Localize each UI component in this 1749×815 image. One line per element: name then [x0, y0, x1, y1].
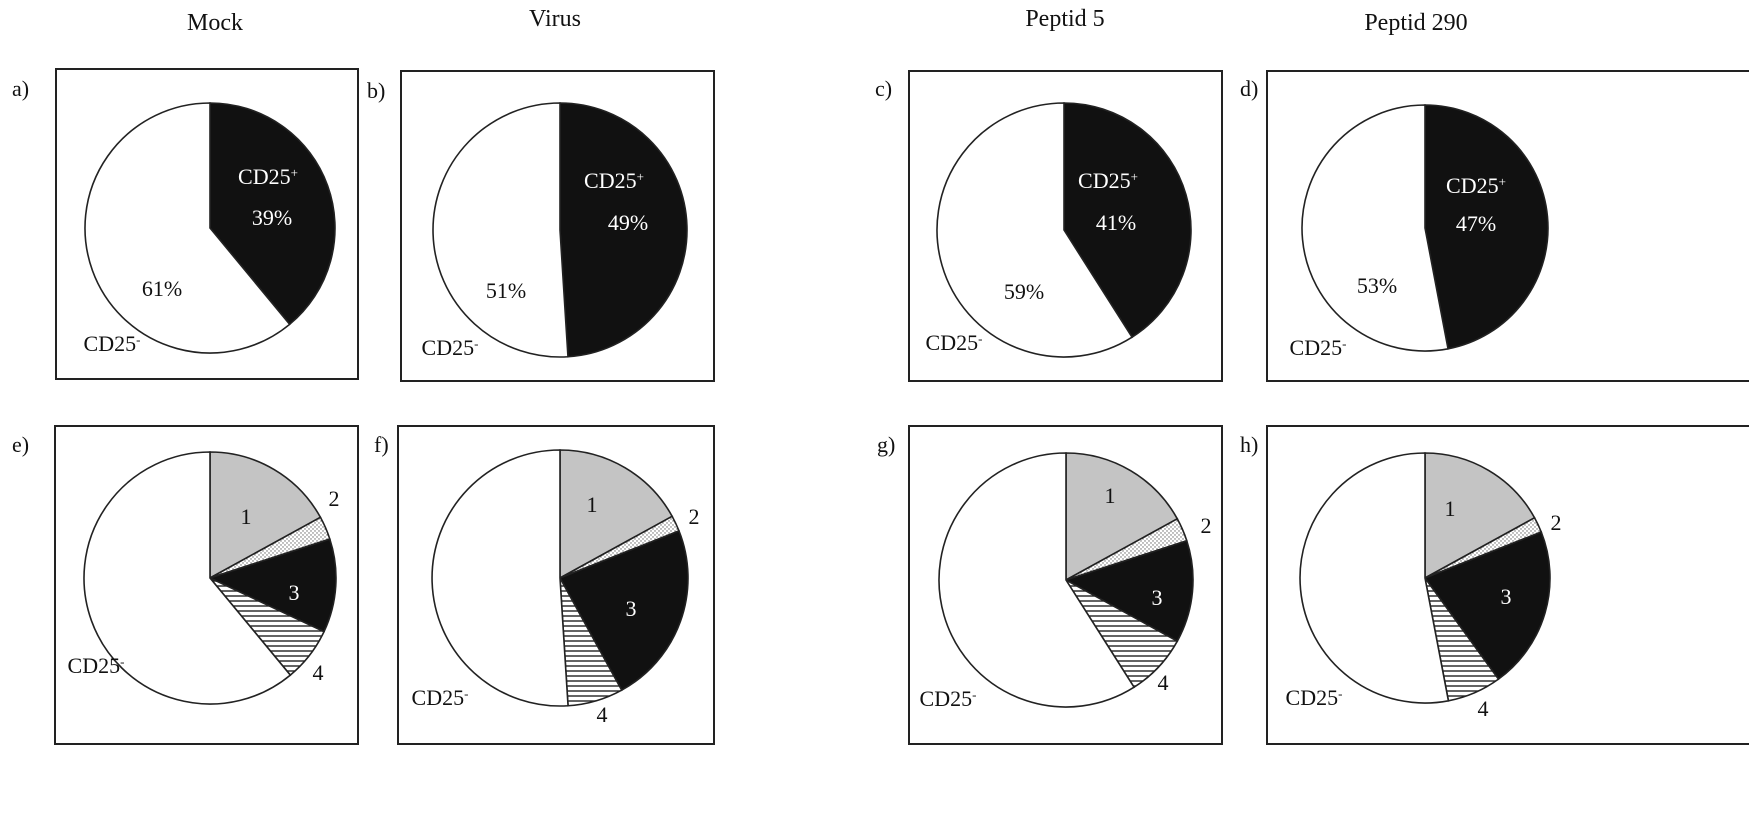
pie-g-slice-cd25minus [938, 452, 1136, 708]
panel-letter-a: a) [12, 76, 30, 101]
pie-e-label-cd25minus: CD25- [68, 653, 125, 678]
panel-letter-b: b) [367, 78, 386, 103]
pie-b-pct-cd25minus: 51% [486, 278, 526, 303]
pie-a-pct-cd25plus: 39% [252, 205, 292, 230]
pie-f-label-4: 4 [597, 702, 608, 727]
pie-f-slice-3 [558, 529, 689, 692]
pie-h-label-2: 2 [1551, 510, 1562, 535]
pie-f-label-2: 2 [689, 504, 700, 529]
pie-f-label-3: 3 [626, 596, 637, 621]
pie-b-slice-cd25plus [559, 102, 688, 358]
pie-b-slice-cd25minus [432, 102, 569, 358]
panel-letter-g: g) [877, 432, 896, 457]
pie-c-pct-cd25minus: 59% [1004, 279, 1044, 304]
column-title-virus: Virus [529, 6, 581, 32]
pie-c-slice-cd25minus [936, 102, 1134, 358]
pie-d-pct-cd25minus: 53% [1357, 273, 1397, 298]
pie-f-slice-cd25minus [431, 449, 569, 707]
pie-d-label-cd25plus: CD25+ [1446, 173, 1506, 198]
pie-a-slice-cd25minus [84, 102, 291, 354]
pie-d-slice-cd25plus [1424, 104, 1549, 350]
pie-a-pct-cd25minus: 61% [142, 276, 182, 301]
pie-h-label-cd25minus: CD25- [1286, 685, 1343, 710]
pie-e-slice-cd25minus [83, 451, 292, 705]
pie-g-label-4: 4 [1158, 670, 1169, 695]
pie-f-label-1: 1 [587, 492, 598, 517]
pie-g-slice-1 [1065, 452, 1179, 582]
pie-a-label-cd25minus: CD25- [84, 331, 141, 356]
pie-h-label-3: 3 [1501, 584, 1512, 609]
pie-e-slice-1 [209, 451, 322, 580]
pie-d-label-cd25minus: CD25- [1290, 335, 1347, 360]
pie-b-label-cd25minus: CD25- [422, 335, 479, 360]
pie-h-slice-3 [1423, 530, 1551, 681]
panel-letter-e: e) [12, 432, 30, 457]
pie-f-label-cd25minus: CD25- [412, 685, 469, 710]
column-title-mock: Mock [187, 10, 243, 36]
pie-a-slice-cd25plus [209, 102, 336, 326]
pie-c-pct-cd25plus: 41% [1096, 210, 1136, 235]
pie-e-label-2: 2 [329, 486, 340, 511]
pie-e-label-4: 4 [313, 660, 324, 685]
pie-c-label-cd25minus: CD25- [926, 330, 983, 355]
pie-g-label-3: 3 [1152, 585, 1163, 610]
pie-b-label-cd25plus: CD25+ [584, 168, 644, 193]
pie-d-pct-cd25plus: 47% [1456, 211, 1496, 236]
pie-g-slice-3 [1063, 539, 1194, 643]
panel-letter-d: d) [1240, 76, 1259, 101]
pie-g-label-1: 1 [1105, 483, 1116, 508]
column-title-peptid-290: Peptid 290 [1364, 10, 1468, 36]
pie-h-slice-1 [1424, 452, 1536, 580]
pie-e-slice-3 [207, 538, 337, 633]
panel-letter-c: c) [875, 76, 893, 101]
column-title-peptid-5: Peptid 5 [1025, 6, 1105, 32]
pie-h-label-1: 1 [1445, 496, 1456, 521]
pie-c-label-cd25plus: CD25+ [1078, 168, 1138, 193]
pie-h-slice-cd25minus [1299, 452, 1450, 704]
pie-h-label-4: 4 [1478, 696, 1489, 721]
pie-a-label-cd25plus: CD25+ [238, 164, 298, 189]
pie-f-slice-1 [559, 449, 674, 580]
panel-letter-h: h) [1240, 432, 1259, 457]
pie-d-slice-cd25minus [1301, 104, 1449, 352]
pie-g-label-2: 2 [1201, 513, 1212, 538]
pie-g-label-cd25minus: CD25- [920, 686, 977, 711]
pie-b-pct-cd25plus: 49% [608, 210, 648, 235]
pie-e-label-1: 1 [241, 504, 252, 529]
pie-e-label-3: 3 [289, 580, 300, 605]
panel-letter-f: f) [374, 432, 389, 457]
